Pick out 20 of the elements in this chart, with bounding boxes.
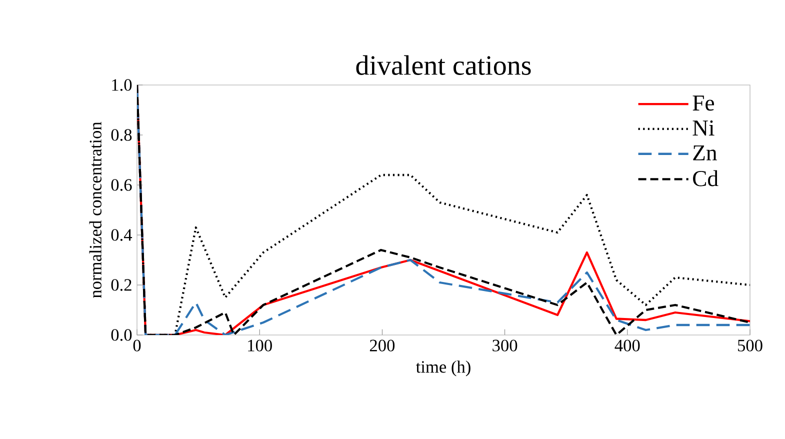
legend-label: Fe [692,96,714,111]
x-tick-label: 100 [248,340,272,352]
line-series [137,84,750,335]
y-tick-label: 0.0 [111,329,132,341]
x-tick-label: 500 [738,340,762,352]
legend-label: Cd [693,170,718,186]
chart-title: divalent cations [356,55,531,75]
y-tick-label: 0.2 [111,279,132,291]
legend-label: Zn [693,145,717,160]
x-tick-label: 300 [492,340,518,352]
x-axis-title: time (h) [416,360,470,376]
y-axis-title: normalized concentration [89,122,102,298]
x-tick-label: 400 [614,340,640,352]
y-tick-label: 0.4 [111,229,132,241]
x-tick-label: 0 [133,340,141,352]
y-tick-label: 0.8 [111,129,132,141]
y-tick-label: 1.0 [112,79,132,91]
legend-label: Ni [692,120,714,136]
x-tick-label: 200 [370,340,395,352]
y-tick-label: 0.6 [111,179,132,191]
